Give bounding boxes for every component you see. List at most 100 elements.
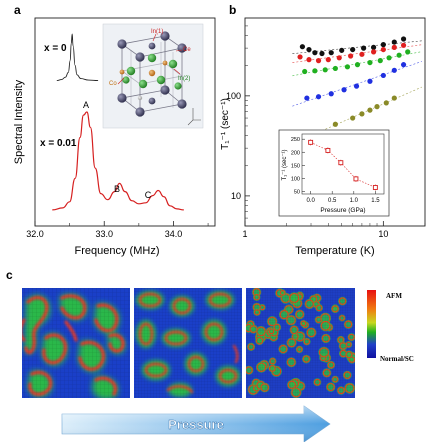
inset-y-tick-label: 100 [291, 176, 300, 182]
in1-atom [117, 39, 127, 49]
data-point [332, 121, 338, 127]
inset-ticks [302, 138, 376, 194]
axis-triad [187, 108, 201, 126]
in2-atom [168, 59, 178, 69]
inset-tick-labels: 0.0 0.5 1.0 1.5 50 100 150 200 250 [291, 137, 380, 204]
data-point [350, 115, 356, 121]
pressure-inset: 0.0 0.5 1.0 1.5 50 100 150 200 250 Pressure (GPa… [278, 129, 390, 217]
data-point [336, 55, 342, 61]
data-point [380, 46, 386, 53]
x-tick-label: 1 [242, 229, 247, 239]
data-point [367, 59, 373, 66]
data-point [400, 62, 407, 68]
panel-b-axes: 1 10 10 100 Temperature (K) T₁⁻¹ (sec⁻¹) [220, 17, 426, 257]
inset-x-tick-label: 1.0 [350, 198, 359, 204]
data-point [391, 44, 397, 50]
data-point [312, 50, 318, 56]
data-point [315, 58, 322, 64]
data-point [367, 78, 373, 84]
data-point [367, 107, 373, 113]
data-point [315, 94, 322, 100]
inset-data-point [338, 160, 344, 166]
y-tick-label: 100 [226, 91, 241, 101]
in2-atom [126, 66, 136, 76]
data-point [391, 67, 397, 73]
data-point [325, 57, 331, 63]
pressure-arrow: Pressure [61, 405, 331, 442]
colorbar-bottom-label: Normal/SC [380, 355, 414, 363]
series-label-x0: x = 0 [44, 43, 67, 54]
panel-a-x-label: Frequency (MHz) [75, 245, 160, 257]
in2-atom [138, 79, 148, 89]
panel-a-frame [34, 17, 216, 227]
panel-a-y-label: Spectral Intensity [13, 79, 25, 164]
data-point [380, 42, 386, 48]
co-atom [119, 69, 125, 75]
data-point [370, 44, 377, 50]
spectrum-x0-line [56, 33, 99, 82]
in1-atom [160, 31, 170, 41]
data-point [380, 72, 386, 79]
arrow-shading [62, 406, 330, 442]
panel-label-c: c [6, 268, 13, 282]
colorbar-top-label: AFM [386, 292, 402, 300]
panel-b-ticks [244, 25, 426, 226]
x-tick-label: 34.0 [165, 229, 183, 239]
arrow-label: Pressure [168, 417, 224, 432]
data-point [391, 95, 397, 101]
in1-atom [135, 107, 145, 117]
in1-atom [148, 97, 156, 105]
in2-atom [174, 82, 182, 90]
ce-atom [148, 69, 156, 77]
inset-y-label: T₁⁻¹ (sec⁻¹) [282, 149, 288, 180]
data-point [297, 54, 303, 60]
data-point [353, 83, 360, 89]
data-point [400, 42, 407, 48]
simulation-map-mid-pressure [134, 288, 242, 398]
label-ce: Ce [183, 47, 191, 53]
in1-atom [177, 99, 187, 109]
data-point [348, 53, 354, 59]
data-point [339, 47, 345, 53]
peak-label-b: B [114, 184, 120, 194]
data-point [332, 65, 338, 72]
data-point [396, 52, 402, 58]
in2-atom [122, 76, 130, 84]
inset-data-point [308, 139, 314, 145]
panel-label-b: b [229, 3, 236, 17]
data-point [328, 91, 334, 97]
colorbar-gradient [367, 290, 376, 358]
data-point [350, 46, 356, 53]
simulation-map-high-pressure [246, 288, 355, 398]
x-tick-label: 10 [378, 229, 388, 239]
small-atom [137, 95, 143, 101]
y-tick-label: 10 [231, 191, 241, 201]
crystal-structure-inset: In(1) Ce Co In(2) [102, 23, 204, 129]
inset-y-tick-label: 250 [291, 137, 300, 143]
simulation-map-low-pressure [22, 288, 130, 398]
panel-a-axes: 32.0 33.0 34.0 Frequency (MHz) Spectral In… [13, 17, 216, 257]
data-point [405, 49, 411, 55]
data-point [383, 100, 389, 106]
inset-y-tick-label: 150 [291, 163, 300, 169]
fit-line [292, 86, 423, 144]
inset-x-tick-label: 0.5 [328, 198, 337, 204]
inset-y-tick-label: 200 [291, 150, 300, 156]
inset-series [308, 139, 378, 191]
data-point [400, 36, 407, 42]
panel-b-series [292, 36, 423, 144]
inset-x-label: Pressure (GPa) [320, 207, 365, 214]
in1-atom [117, 93, 127, 103]
data-point [322, 67, 328, 73]
panel-a-tick-labels: 32.0 33.0 34.0 [26, 229, 182, 239]
data-point [354, 62, 361, 68]
x-tick-label: 33.0 [95, 229, 113, 239]
peak-label-c: C [145, 190, 152, 200]
data-point [304, 95, 310, 101]
atom-label-leaders [117, 33, 183, 85]
inset-x-tick-label: 0.0 [306, 198, 315, 204]
colorbar: AFM Normal/SC [367, 290, 414, 363]
panel-b-frame [244, 17, 426, 227]
peak-label-a: A [83, 100, 89, 110]
co-atom [162, 60, 168, 66]
